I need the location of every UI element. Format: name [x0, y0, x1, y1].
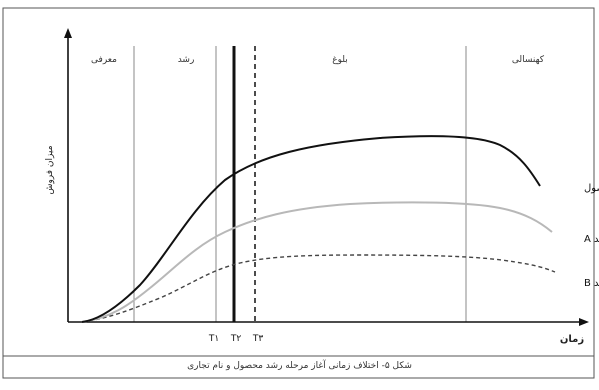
x-axis-label: زمان — [560, 334, 584, 345]
x-axis-arrow — [579, 318, 589, 326]
stage-label-maturity: بلوغ — [332, 55, 348, 65]
t2-label: T۲ — [230, 334, 241, 344]
y-axis-label: میزان فروش — [45, 145, 55, 194]
stage-label-introduction: معرفی — [91, 55, 117, 65]
stage-label-decline: کهنسالی — [512, 55, 545, 65]
product-curve — [81, 135, 541, 323]
stage-label-growth: رشد — [178, 55, 195, 65]
outer-frame — [2, 7, 595, 379]
product-curve-label: محصول — [584, 183, 599, 194]
brand-a-curve — [81, 201, 553, 323]
brand-b-curve — [81, 254, 556, 323]
brand-a-curve-label: برند A — [584, 234, 599, 245]
y-axis-arrow — [64, 28, 72, 38]
figure-caption: شکل ۵- اختلاف زمانی آغاز مرحله رشد محصول… — [187, 361, 412, 371]
t1-label: T۱ — [208, 334, 219, 344]
brand-b-curve-label: برند B — [584, 278, 599, 289]
t3-label: T۳ — [252, 334, 263, 344]
